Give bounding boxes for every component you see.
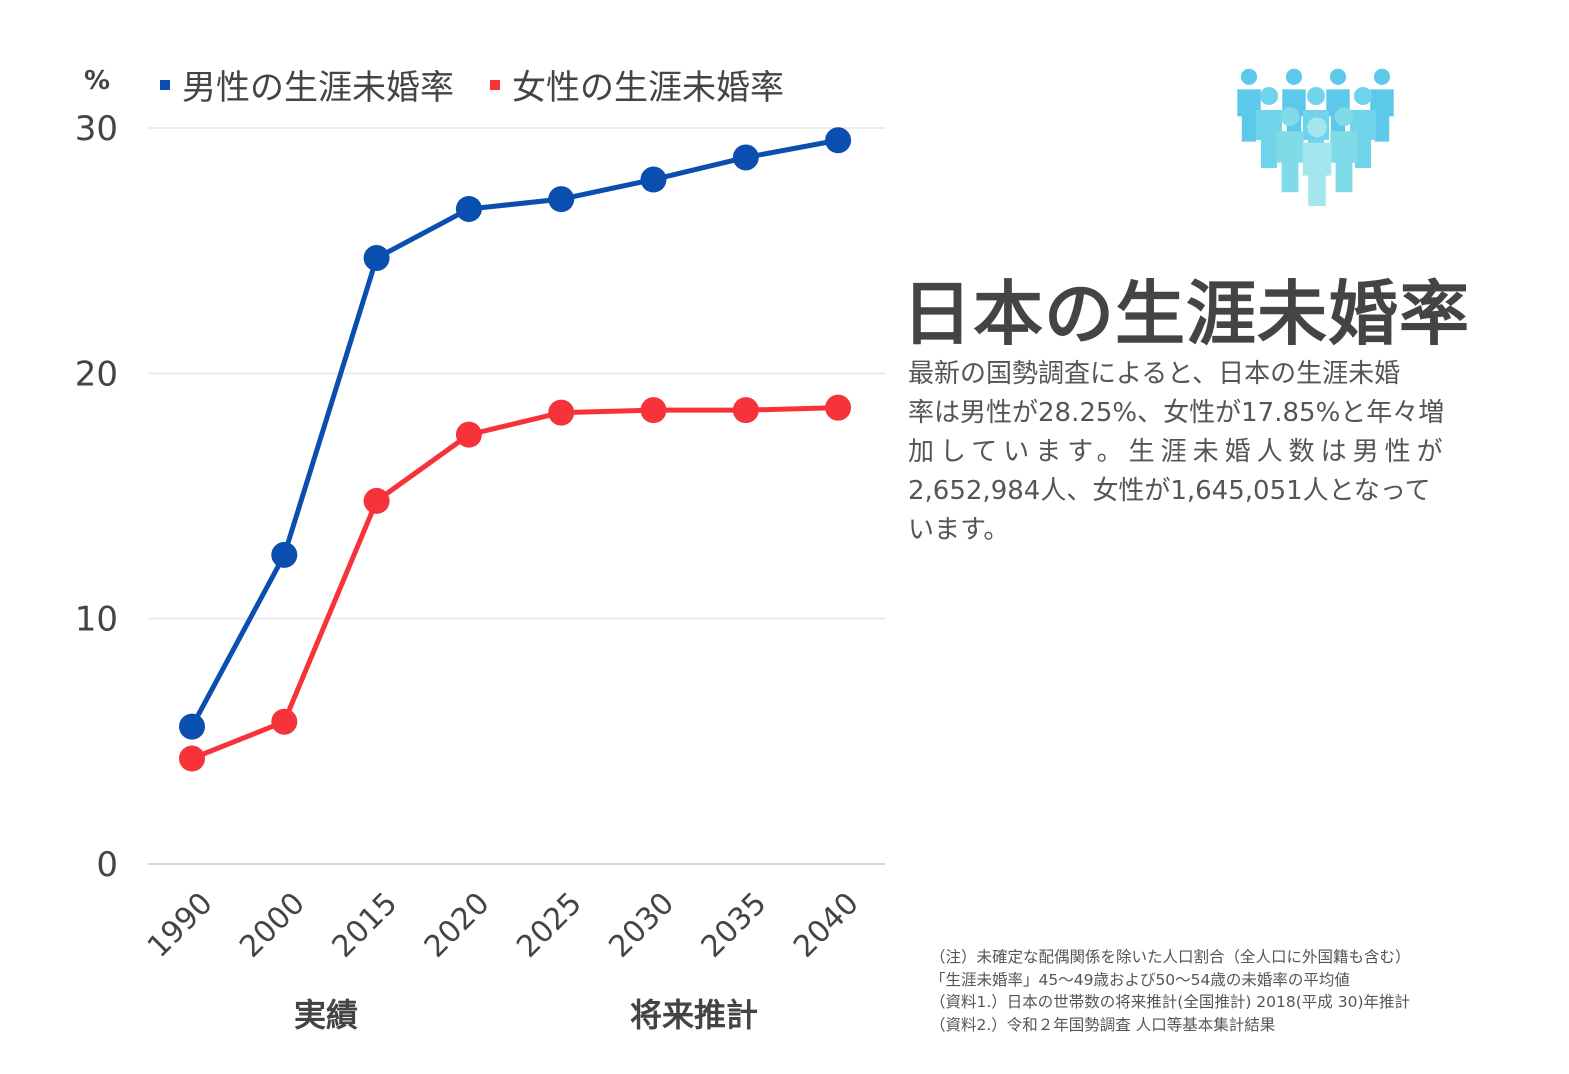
person-icon bbox=[1282, 68, 1306, 142]
data-point bbox=[640, 166, 667, 193]
data-point bbox=[455, 195, 482, 222]
series-line-female bbox=[191, 405, 839, 761]
x-group-projection: 将来推計 bbox=[630, 996, 759, 1034]
people-group-icon bbox=[1237, 68, 1394, 206]
x-group-actual: 実績 bbox=[294, 996, 359, 1034]
legend-swatch-male bbox=[160, 79, 170, 90]
data-point bbox=[271, 708, 298, 735]
footnote: （注）未確定な配偶関係を除いた人口割合（全人口に外国籍も含む） bbox=[930, 948, 1411, 966]
y-tick-label: 10 bbox=[75, 600, 118, 640]
description-line: 最新の国勢調査によると、日本の生涯未婚 bbox=[908, 359, 1401, 389]
footnote: （資料1.）日本の世帯数の将来推計(全国推計) 2018(平成 30)年推計 bbox=[930, 993, 1411, 1011]
data-point bbox=[179, 745, 205, 772]
x-tick-label: 2020 bbox=[418, 886, 497, 965]
data-point bbox=[548, 186, 575, 213]
page-title: 日本の生涯未婚率 bbox=[902, 273, 1470, 355]
data-point bbox=[732, 397, 759, 424]
description-line: 2,652,984人、女性が1,645,051人となって bbox=[908, 476, 1431, 506]
y-tick-label: 20 bbox=[75, 354, 118, 394]
person-icon bbox=[1256, 87, 1282, 168]
footnote: （資料2.）令和２年国勢調査 人口等基本集計結果 bbox=[930, 1015, 1276, 1034]
person-icon bbox=[1276, 107, 1304, 193]
person-icon bbox=[1302, 117, 1332, 206]
data-point bbox=[455, 421, 482, 448]
x-tick-label: 2035 bbox=[695, 886, 774, 965]
data-point bbox=[363, 487, 390, 514]
legend-label-female: 女性の生涯未婚率 bbox=[512, 68, 784, 108]
description-line: 加しています。生涯未婚人数は男性が bbox=[908, 437, 1449, 467]
data-point bbox=[179, 713, 205, 740]
legend-swatch-female bbox=[490, 79, 500, 90]
person-icon bbox=[1370, 68, 1394, 142]
y-axis-unit: % bbox=[84, 66, 111, 96]
legend-item-male: 男性の生涯未婚率 bbox=[160, 60, 454, 109]
x-tick-label: 2025 bbox=[510, 886, 589, 965]
series-line-male bbox=[189, 137, 839, 728]
data-point bbox=[548, 399, 575, 426]
data-point bbox=[732, 144, 759, 171]
data-point bbox=[825, 127, 852, 154]
x-tick-label: 2030 bbox=[602, 886, 681, 965]
footnotes: （注）未確定な配偶関係を除いた人口割合（全人口に外国籍も含む） 「生涯未婚率」4… bbox=[930, 946, 1411, 1036]
data-point bbox=[363, 245, 390, 272]
x-tick-label: 2000 bbox=[233, 886, 312, 965]
description-line: います。 bbox=[908, 515, 1010, 545]
data-point bbox=[825, 394, 852, 421]
x-tick-label: 1990 bbox=[141, 886, 220, 965]
x-tick-label: 2040 bbox=[787, 886, 866, 965]
person-icon bbox=[1237, 68, 1261, 142]
person-icon bbox=[1330, 107, 1358, 193]
description: 最新の国勢調査によると、日本の生涯未婚 率は男性が28.25%、女性が17.85… bbox=[908, 355, 1468, 550]
footnote: 「生涯未婚率」45〜49歳および50〜54歳の未婚率の平均値 bbox=[930, 970, 1350, 989]
data-point bbox=[271, 541, 298, 568]
y-tick-label: 30 bbox=[75, 109, 118, 149]
legend: 男性の生涯未婚率 女性の生涯未婚率 bbox=[160, 60, 784, 109]
person-icon bbox=[1326, 68, 1350, 142]
y-tick-label: 0 bbox=[96, 845, 118, 885]
description-line: 率は男性が28.25%、女性が17.85%と年々増 bbox=[908, 398, 1445, 428]
x-tick-label: 2015 bbox=[326, 886, 405, 965]
legend-item-female: 女性の生涯未婚率 bbox=[490, 60, 784, 109]
data-point bbox=[640, 397, 667, 424]
legend-label-male: 男性の生涯未婚率 bbox=[182, 68, 454, 108]
